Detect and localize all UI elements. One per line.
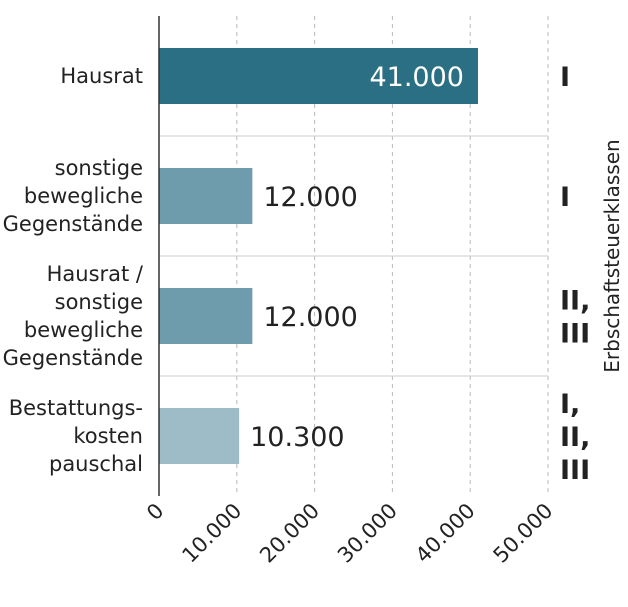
category-label-line: Gegenstände <box>3 212 143 236</box>
category-label-line: Gegenstände <box>3 346 143 370</box>
tax-class-line: II, <box>560 422 590 453</box>
labels: 41.000 Hausrat I 12.000 sonstige bewegliche Ge… <box>3 62 591 486</box>
bar-1 <box>159 168 253 224</box>
category-label-line: Hausrat <box>60 64 143 88</box>
category-label-line: Hausrat / <box>47 262 144 286</box>
category-label-line: kosten <box>73 424 143 448</box>
category-label-line: pauschal <box>49 452 143 476</box>
x-tick-label-5: 50.000 <box>489 499 558 568</box>
secondary-axis-title: Erbschaftsteuerklassen <box>600 139 624 372</box>
tax-class-label-0: I <box>560 62 570 93</box>
category-label-0: Hausrat <box>60 64 143 88</box>
bar-2 <box>159 288 253 344</box>
bar-3 <box>159 408 240 464</box>
value-label-1: 12.000 <box>263 182 357 213</box>
tax-class-line: II, <box>560 286 590 317</box>
category-label-line: sonstige <box>55 290 143 314</box>
bars <box>159 48 478 464</box>
tax-class-line: III <box>560 319 590 350</box>
x-tick-labels: 0 10.000 20.000 30.000 40.000 50.000 <box>142 499 557 568</box>
tax-class-line: I <box>560 182 570 213</box>
x-tick-label-3: 30.000 <box>333 499 402 568</box>
value-label-0: 41.000 <box>369 62 463 93</box>
row-separators <box>159 135 548 377</box>
bar-0 <box>159 48 478 104</box>
category-label-line: Bestattungs- <box>9 396 143 420</box>
category-label-line: bewegliche <box>24 318 143 342</box>
x-tick-label-2: 20.000 <box>255 499 324 568</box>
category-label-2: Hausrat / sonstige bewegliche Gegenstände <box>3 262 144 370</box>
x-tick-label-4: 40.000 <box>411 499 480 568</box>
tax-class-label-2: II, III <box>560 286 590 350</box>
tax-class-line: III <box>560 455 590 486</box>
category-label-line: sonstige <box>55 156 143 180</box>
tax-class-label-3: I, II, III <box>560 389 590 486</box>
tax-class-line: I, <box>560 389 580 420</box>
value-label-3: 10.300 <box>250 422 344 453</box>
x-tick-label-1: 10.000 <box>177 499 246 568</box>
tax-class-label-1: I <box>560 182 570 213</box>
x-tick-label-0: 0 <box>142 499 168 525</box>
tax-class-line: I <box>560 62 570 93</box>
category-label-1: sonstige bewegliche Gegenstände <box>3 156 143 236</box>
category-label-3: Bestattungs-kosten pauschal <box>9 396 143 476</box>
value-label-2: 12.000 <box>263 302 357 333</box>
category-label-line: bewegliche <box>24 184 143 208</box>
